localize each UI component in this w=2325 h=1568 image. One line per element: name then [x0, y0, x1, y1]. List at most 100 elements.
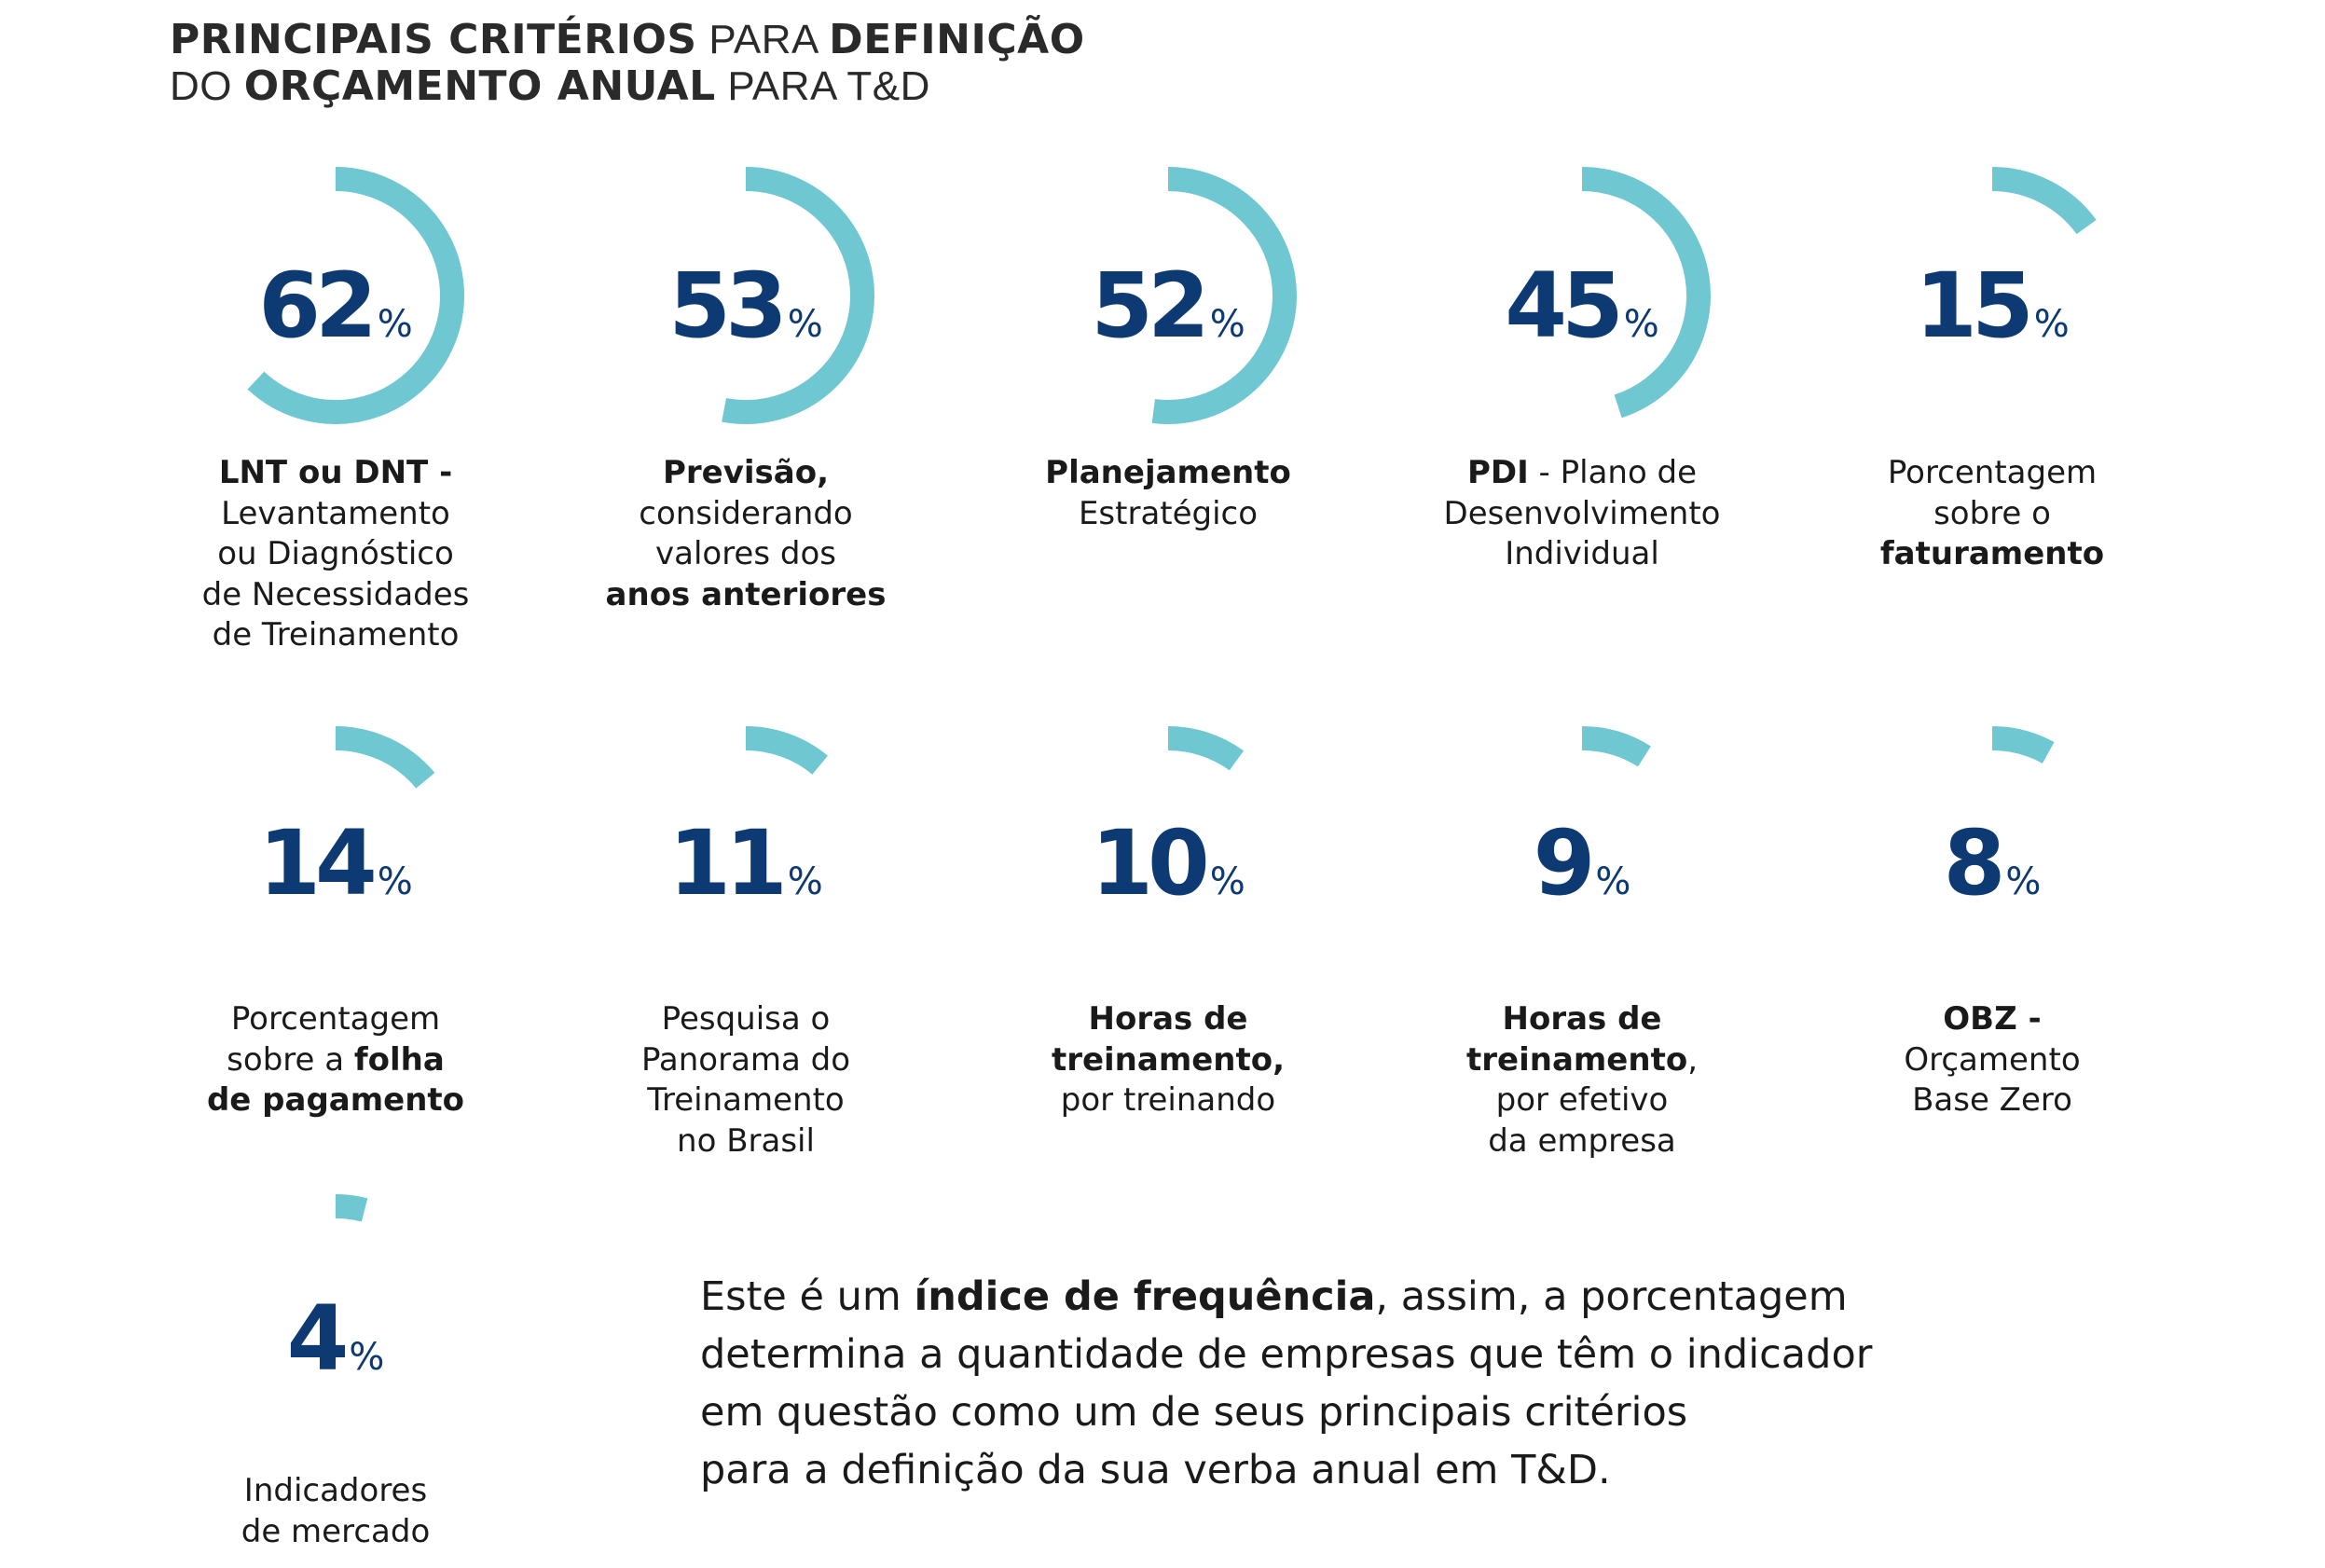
criterion-label-line: Porcentagem: [131, 999, 541, 1040]
criterion-label-text: de Treinamento: [212, 616, 460, 653]
title-text: ORÇAMENTO ANUAL: [243, 62, 716, 110]
criterion-label-text: Levantamento: [221, 494, 450, 532]
gauge-arc: [335, 1194, 368, 1222]
criterion-label-line: Pesquisa o: [541, 999, 951, 1040]
percentage-value: 8%: [1787, 811, 2197, 915]
criterion-label-line: Estratégico: [963, 494, 1373, 535]
gauge-arc: [1581, 726, 1651, 767]
criterion-label-text: Orçamento: [1904, 1040, 2081, 1079]
percentage-value: 15%: [1787, 254, 2197, 358]
criterion-label-text: por treinando: [1060, 1081, 1276, 1119]
criterion-label-text: treinamento: [1466, 1040, 1688, 1079]
percentage-value: 11%: [541, 811, 951, 915]
criterion-label-text: sobre o: [1933, 494, 2051, 532]
criterion-label-line: Indicadores: [131, 1471, 541, 1512]
criterion-label-line: Horas de: [963, 999, 1373, 1040]
percent-sign: %: [377, 860, 413, 903]
criterion-label-text: faturamento: [1879, 535, 2105, 572]
criterion-label-line: sobre a folha: [131, 1040, 541, 1081]
value-number: 53: [668, 254, 788, 358]
criterion-label: PDI - Plano de Desenvolvimento Individual: [1377, 453, 1787, 575]
note-text: determina a quantidade de empresas que t…: [700, 1331, 1873, 1378]
percent-sign: %: [1209, 303, 1245, 346]
note-line: em questão como um de seus principais cr…: [700, 1383, 1872, 1441]
criterion-label: Horas de treinamento, por efetivo da empres…: [1377, 999, 1787, 1162]
value-number: 10: [1091, 811, 1210, 915]
criterion-label-text: ,: [1687, 1040, 1698, 1079]
title-text: DO: [170, 63, 244, 109]
note-text: Este é um: [700, 1273, 915, 1320]
criterion-label-text: PDI: [1466, 454, 1529, 491]
percent-sign: %: [2005, 860, 2042, 903]
criterion-label-text: Pesquisa o: [661, 1000, 831, 1038]
criterion-label: Pesquisa o Panorama do Treinamento no Brasi…: [541, 999, 951, 1162]
criterion-label-text: LNT ou DNT -: [218, 454, 453, 491]
criterion-label-line: anos anteriores: [541, 575, 951, 616]
title-text: DEFINIÇÃO: [829, 16, 1085, 63]
criterion-label-line: PDI - Plano de: [1377, 453, 1787, 494]
gauge-svg: [1151, 167, 1297, 424]
criterion-label-line: Individual: [1377, 534, 1787, 575]
criterion-label-line: ou Diagnóstico: [131, 534, 541, 575]
criterion-label-line: por efetivo: [1377, 1080, 1787, 1121]
criterion-label-text: anos anteriores: [605, 575, 887, 613]
value-number: 52: [1091, 254, 1210, 358]
percent-sign: %: [1623, 303, 1659, 346]
note-line: para a definição da sua verba anual em T…: [700, 1441, 1872, 1499]
criterion-label-line: Orçamento: [1787, 1040, 2197, 1081]
criterion-label-text: OBZ -: [1943, 1000, 2042, 1038]
percentage-value: 62%: [131, 254, 541, 358]
title-text: PRINCIPAIS CRITÉRIOS: [170, 16, 697, 63]
percentage-value: 9%: [1377, 811, 1787, 915]
criterion-label-text: Porcentagem: [230, 1000, 441, 1038]
gauge-svg: [335, 1194, 368, 1222]
note-text: para a definição da sua verba anual em T…: [700, 1447, 1611, 1493]
criterion-label: Previsão, considerando valores dos anos ant…: [541, 453, 951, 615]
percent-sign: %: [787, 860, 823, 903]
percentage-value: 45%: [1377, 254, 1787, 358]
criterion-label-line: Previsão,: [541, 453, 951, 494]
note-text: índice de frequência: [914, 1273, 1376, 1320]
criterion-label-text: de mercado: [241, 1512, 431, 1550]
criterion-label-line: faturamento: [1787, 534, 2197, 575]
note-text: , assim, a porcentagem: [1375, 1273, 1848, 1320]
criterion-label-text: Estratégico: [1078, 494, 1259, 532]
percent-sign: %: [2033, 303, 2070, 346]
gauge-svg: [1581, 167, 1711, 419]
gauge-arc: [1151, 167, 1297, 424]
criterion-label-text: Desenvolvimento: [1443, 494, 1721, 532]
criterion-label-line: Base Zero: [1787, 1080, 2197, 1121]
criterion-label-text: sobre a: [227, 1040, 354, 1079]
percent-sign: %: [1595, 860, 1631, 903]
note-line: Este é um índice de frequência, assim, a…: [700, 1268, 1872, 1326]
criterion-label: LNT ou DNT - Levantamento ou Diagnóstico de…: [131, 453, 541, 656]
value-number: 9: [1533, 811, 1596, 915]
criterion-label-text: por efetivo: [1495, 1081, 1669, 1119]
criterion-label: Horas de treinamento, por treinando: [963, 999, 1373, 1121]
gauge-arc: [1991, 167, 2097, 235]
gauge-svg: [1991, 726, 2055, 764]
percent-sign: %: [787, 303, 823, 346]
criterion-label-line: treinamento,: [963, 1040, 1373, 1081]
criterion-label-line: de Treinamento: [131, 615, 541, 656]
criterion-label-line: de mercado: [131, 1512, 541, 1553]
percent-sign: %: [349, 1336, 385, 1379]
criterion-label-line: Levantamento: [131, 494, 541, 535]
criterion-label: Porcentagem sobre o faturamento: [1787, 453, 2197, 575]
criterion-label-text: Planejamento: [1045, 454, 1291, 491]
title-line: DO ORÇAMENTO ANUAL PARA T&D: [170, 63, 1085, 110]
gauge-arc: [1167, 726, 1245, 771]
percentage-value: 53%: [541, 254, 951, 358]
criterion-label-line: valores dos: [541, 534, 951, 575]
percentage-value: 10%: [963, 811, 1373, 915]
criterion-label-line: Horas de: [1377, 999, 1787, 1040]
percent-sign: %: [1209, 860, 1245, 903]
criterion-label-line: OBZ -: [1787, 999, 2197, 1040]
criterion-label: OBZ - Orçamento Base Zero: [1787, 999, 2197, 1121]
gauge-arc: [1581, 167, 1711, 419]
frequency-index-note: Este é um índice de frequência, assim, a…: [700, 1268, 1872, 1499]
criterion-label-line: sobre o: [1787, 494, 2197, 535]
criterion-label-text: treinamento,: [1051, 1040, 1286, 1079]
criterion-label-line: Desenvolvimento: [1377, 494, 1787, 535]
criterion-label-text: da empresa: [1488, 1121, 1676, 1160]
